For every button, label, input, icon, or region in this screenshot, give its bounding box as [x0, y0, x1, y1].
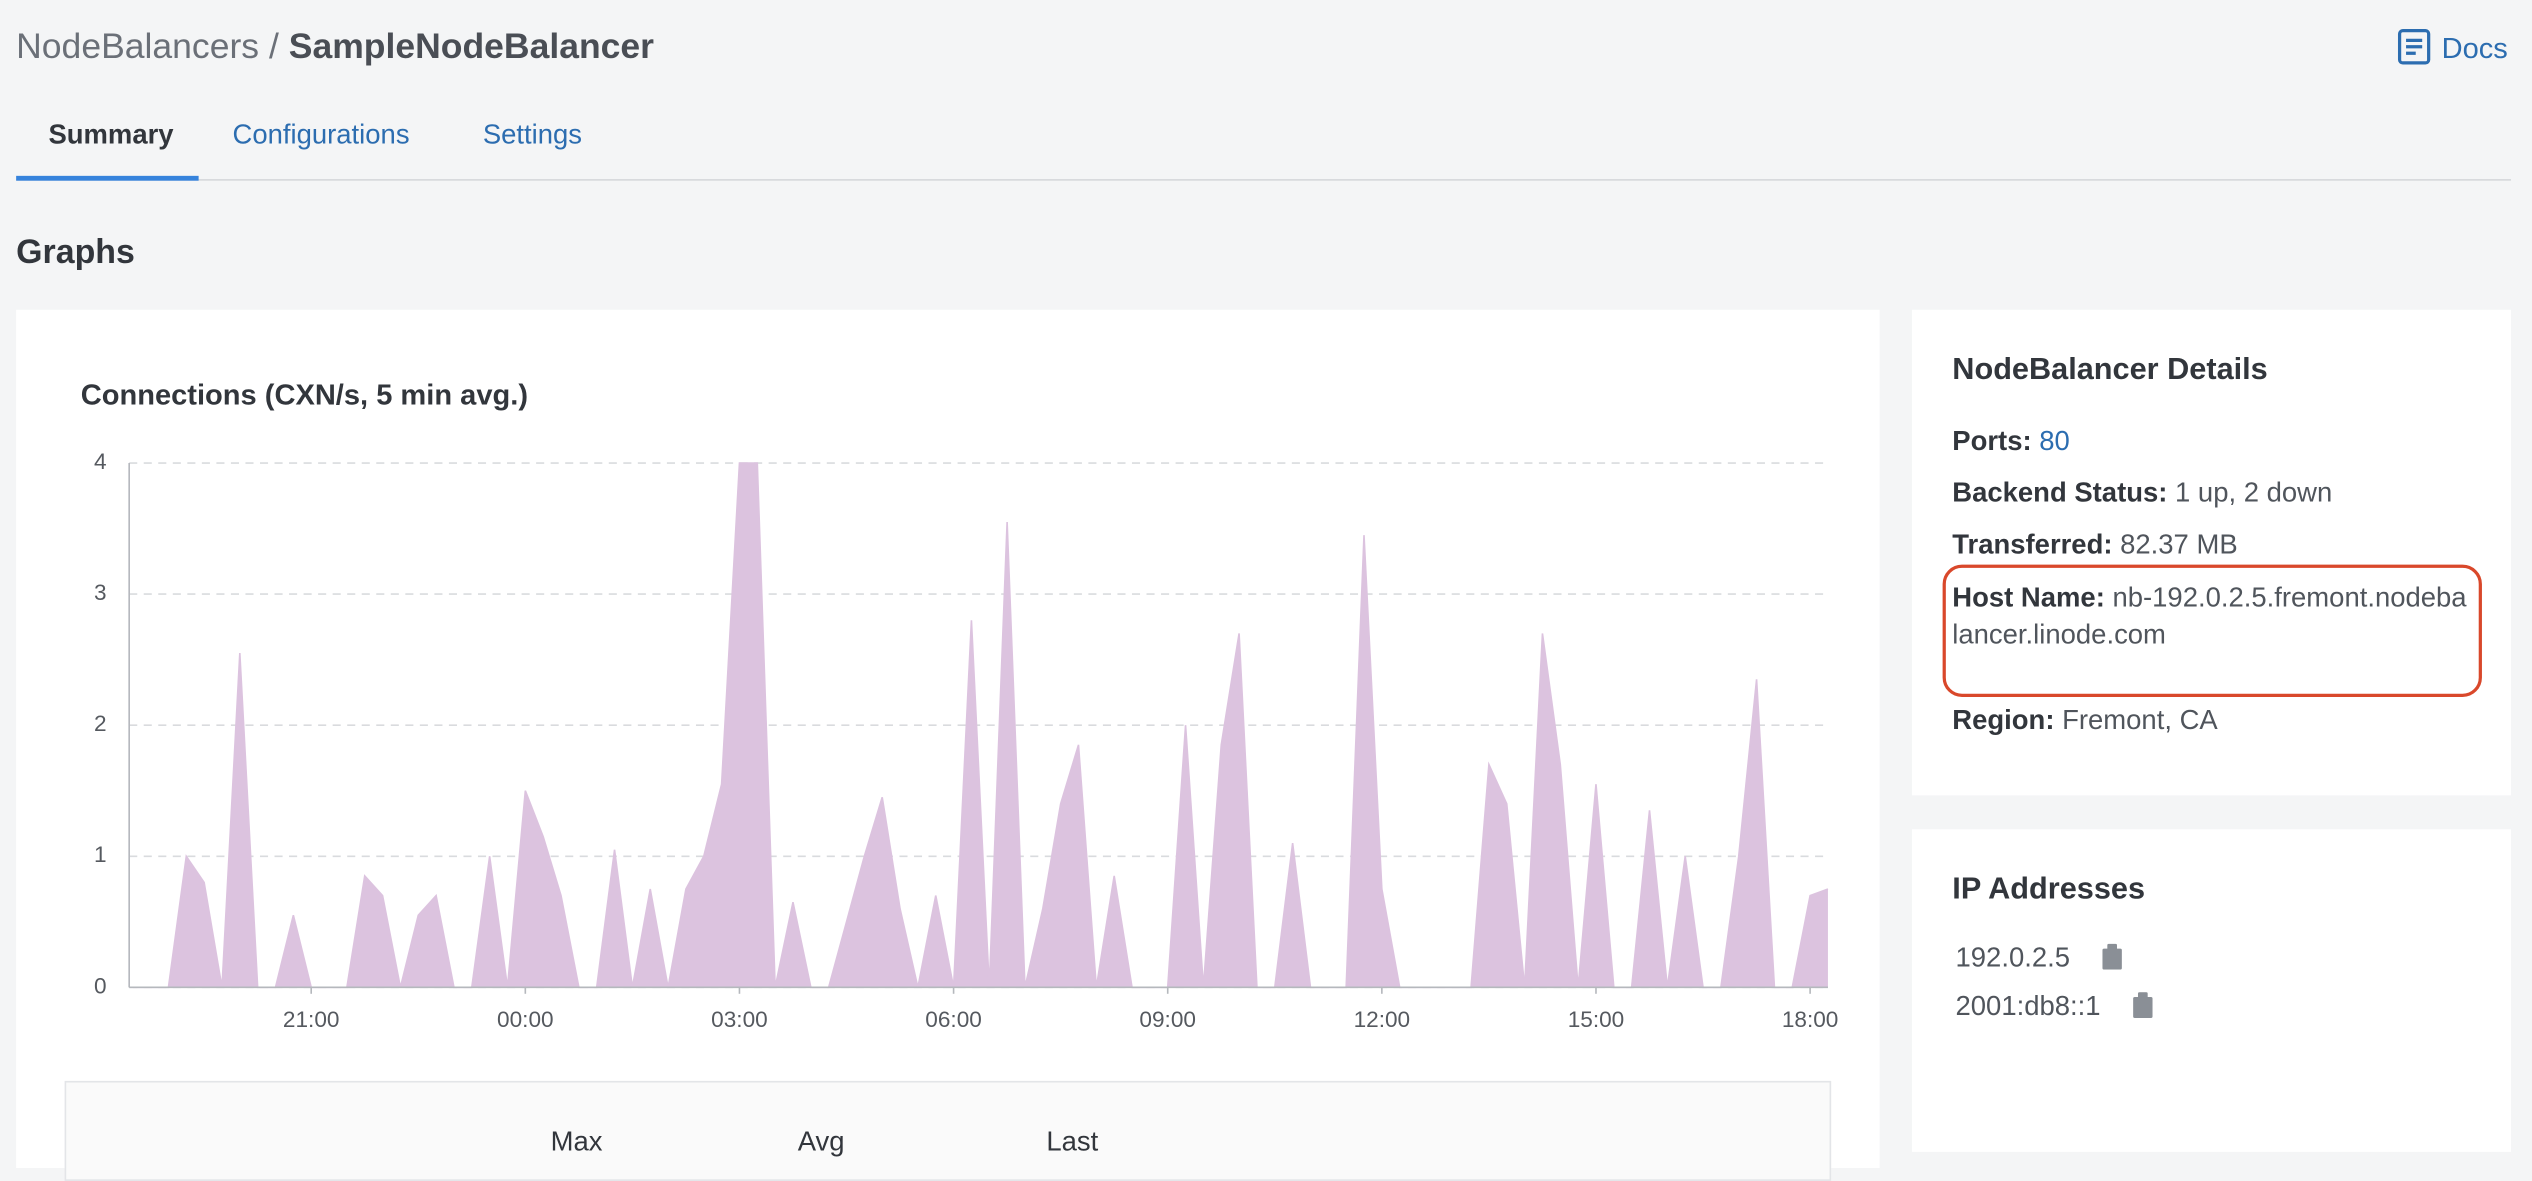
detail-label: Region:	[1952, 705, 2055, 736]
detail-label: Host Name:	[1952, 582, 2105, 614]
detail-value: 1 up, 2 down	[2175, 477, 2333, 509]
ip-text: 2001:db8::1	[1955, 990, 2101, 1022]
tab-configurations[interactable]: Configurations	[232, 119, 410, 151]
detail-row: Ports: 80	[1952, 426, 2070, 458]
ip-text: 192.0.2.5	[1955, 942, 2071, 973]
copy-icon[interactable]	[2131, 992, 2154, 1018]
tab-indicator	[16, 175, 199, 181]
breadcrumb: NodeBalancers / SampleNodeBalancer	[16, 26, 654, 68]
table-header: Max	[550, 1126, 603, 1157]
ip-address: 192.0.2.5	[1956, 942, 2123, 974]
detail-label: Ports:	[1952, 425, 2032, 457]
details-card: NodeBalancer Details Ports: 80 Backend S…	[1911, 309, 2512, 796]
detail-value: Fremont, CA	[2062, 705, 2218, 736]
copy-icon[interactable]	[2100, 943, 2123, 970]
docs-link[interactable]: Docs	[2396, 27, 2508, 66]
detail-label: Backend Status:	[1952, 477, 2168, 509]
detail-row: Region: Fremont, CA	[1952, 705, 2217, 737]
detail-value: 82.37 MB	[2120, 529, 2238, 560]
breadcrumb-parent[interactable]: NodeBalancers	[16, 25, 260, 67]
detail-value[interactable]: 80	[2039, 425, 2070, 457]
docs-icon	[2397, 29, 2431, 65]
table-header: Last	[1046, 1126, 1099, 1157]
tab-summary[interactable]: Summary	[48, 119, 174, 151]
table-header: Avg	[797, 1126, 845, 1157]
detail-row: Host Name: nb-192.0.2.5.fremont.nodebala…	[1952, 581, 2469, 654]
graph-card	[16, 309, 1880, 1169]
breadcrumb-current: SampleNodeBalancer	[288, 25, 655, 67]
detail-row: Transferred: 82.37 MB	[1952, 529, 2237, 561]
docs-label[interactable]: Docs	[2441, 32, 2508, 65]
section-title: Graphs	[16, 233, 135, 272]
ip-title: IP Addresses	[1952, 872, 2146, 907]
details-title: NodeBalancer Details	[1952, 353, 2268, 388]
tab-settings[interactable]: Settings	[482, 119, 583, 151]
tab-divider	[16, 179, 2512, 181]
detail-label: Transferred:	[1952, 529, 2113, 560]
ip-address: 2001:db8::1	[1956, 991, 2154, 1023]
ip-card: IP Addresses 192.0.2.5 2001:db8::1	[1911, 829, 2512, 1152]
summary-table	[64, 1080, 1832, 1181]
detail-value: nb-192.0.2.5.fremont.nodebalancer.linode…	[1952, 582, 2467, 650]
breadcrumb-separator: /	[268, 25, 279, 67]
highlight-box	[1942, 564, 2482, 697]
detail-row: Backend Status: 1 up, 2 down	[1952, 478, 2332, 510]
